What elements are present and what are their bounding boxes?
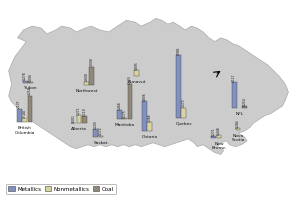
Bar [147,122,152,131]
Text: New
Brunw.: New Brunw. [212,142,226,150]
Text: Nunavut: Nunavut [128,80,146,84]
Text: 0.608: 0.608 [84,72,88,81]
Text: Quebec: Quebec [176,121,192,125]
Bar [232,82,237,108]
Text: 0.175: 0.175 [123,109,127,118]
Text: 0.448: 0.448 [217,126,221,135]
Text: 5.623: 5.623 [128,75,132,84]
Text: Manitoba: Manitoba [115,123,135,127]
Text: 1.200: 1.200 [94,120,98,129]
Text: Nova
Scotia: Nova Scotia [232,134,245,142]
Bar [117,110,122,119]
Text: 1.271: 1.271 [77,106,81,115]
Text: 4.254: 4.254 [28,87,32,95]
Text: Alberta: Alberta [71,127,87,131]
Bar [122,118,127,119]
Bar [236,128,240,130]
Text: Ontario: Ontario [142,135,158,139]
Text: 0.895: 0.895 [134,61,139,70]
Text: 0.284: 0.284 [236,119,240,128]
Bar [77,115,81,123]
Text: 0.271: 0.271 [212,127,216,136]
Text: NFL: NFL [236,112,244,116]
Bar [22,118,27,122]
Text: 1.119: 1.119 [82,107,86,116]
Text: British
Columbia: British Columbia [15,126,35,135]
Bar [211,136,216,138]
Text: 9.981: 9.981 [176,46,180,55]
Text: 1.388: 1.388 [148,113,152,122]
Bar [99,136,103,137]
Bar [82,116,87,123]
Text: 0.006: 0.006 [28,73,32,82]
Text: 0.001: 0.001 [72,114,76,123]
Text: 3.008: 3.008 [90,57,94,66]
Text: Northwest: Northwest [75,89,98,93]
Polygon shape [9,18,288,154]
Text: 0.172: 0.172 [99,127,103,135]
Text: Yukon: Yukon [24,86,37,90]
Bar [217,135,221,138]
Bar [28,96,32,122]
Text: 0.254: 0.254 [243,97,247,106]
Text: 4.117: 4.117 [232,73,236,82]
Bar [142,101,147,131]
Text: 2.137: 2.137 [17,100,21,108]
Bar [17,109,22,122]
Bar [94,129,98,137]
Bar [242,106,247,108]
Text: 1.468: 1.468 [117,101,122,110]
Bar [89,67,94,85]
Bar [134,70,139,76]
Text: Saskat.: Saskat. [94,141,109,145]
Text: 0.684: 0.684 [22,109,27,118]
Legend: Metallics, Nonmetallics, Coal: Metallics, Nonmetallics, Coal [6,184,116,194]
Bar [84,82,89,85]
Bar [181,108,186,117]
Bar [128,84,132,119]
Bar [23,81,28,82]
Bar [176,55,181,117]
Text: 4.806: 4.806 [142,92,146,101]
Text: 1.573: 1.573 [182,99,186,107]
Text: 0.278: 0.278 [23,72,27,80]
